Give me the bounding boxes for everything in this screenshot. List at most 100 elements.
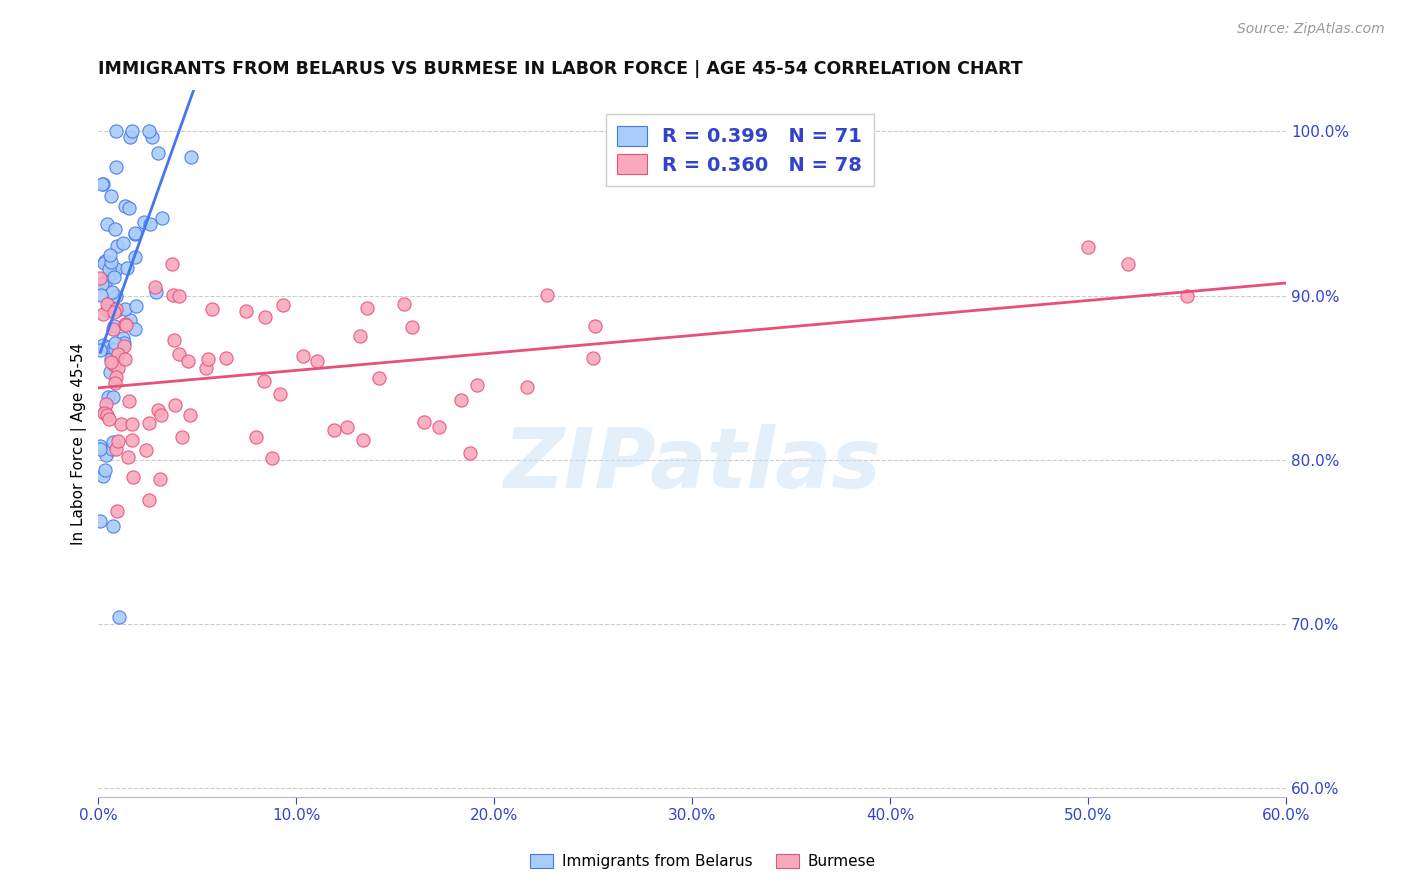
Point <box>112 235 135 250</box>
Point <box>107 361 129 376</box>
Point <box>271 298 294 312</box>
Point <box>100 355 122 369</box>
Point <box>114 302 136 317</box>
Point <box>1116 257 1139 271</box>
Point <box>235 304 257 318</box>
Point <box>93 463 115 477</box>
Point <box>121 433 143 447</box>
Point <box>336 420 359 434</box>
Point <box>292 349 315 363</box>
Point <box>118 201 141 215</box>
Point <box>98 294 121 309</box>
Point <box>118 393 141 408</box>
Point <box>96 217 118 231</box>
Point <box>349 329 371 343</box>
Point <box>94 254 117 268</box>
Point <box>90 288 112 302</box>
Point <box>100 341 122 355</box>
Point <box>162 257 184 271</box>
Point <box>146 146 169 161</box>
Point <box>94 404 117 418</box>
Point <box>125 299 148 313</box>
Point <box>124 227 146 241</box>
Point <box>101 434 124 449</box>
Point <box>93 406 115 420</box>
Point <box>201 302 224 317</box>
Point <box>427 420 450 434</box>
Point <box>98 365 121 379</box>
Point <box>412 415 434 429</box>
Text: ZIPatlas: ZIPatlas <box>503 425 882 505</box>
Point <box>138 124 160 138</box>
Point <box>103 266 125 280</box>
Point <box>98 340 121 354</box>
Point <box>89 343 111 358</box>
Point <box>105 239 128 253</box>
Point <box>114 318 136 333</box>
Point <box>180 150 202 164</box>
Point <box>112 336 135 351</box>
Point <box>305 353 328 368</box>
Point <box>197 351 219 366</box>
Point <box>170 430 193 444</box>
Point <box>103 358 125 372</box>
Point <box>115 260 138 275</box>
Point <box>356 301 378 316</box>
Point <box>124 322 146 336</box>
Point <box>516 380 538 394</box>
Point <box>149 472 172 486</box>
Point <box>536 287 558 301</box>
Point <box>262 451 284 466</box>
Point <box>114 317 136 331</box>
Point <box>89 514 111 528</box>
Point <box>100 255 122 269</box>
Point <box>112 331 135 345</box>
Point <box>89 440 111 454</box>
Point <box>101 342 124 356</box>
Point <box>98 262 121 277</box>
Point <box>145 279 167 293</box>
Point <box>465 377 488 392</box>
Point <box>194 361 217 376</box>
Point <box>105 504 128 518</box>
Point <box>460 446 482 460</box>
Point <box>134 215 156 229</box>
Point <box>93 256 115 270</box>
Point <box>368 370 391 384</box>
Point <box>117 450 139 464</box>
Point <box>401 320 423 334</box>
Point <box>96 397 118 411</box>
Text: IMMIGRANTS FROM BELARUS VS BURMESE IN LABOR FORCE | AGE 45-54 CORRELATION CHART: IMMIGRANTS FROM BELARUS VS BURMESE IN LA… <box>98 60 1024 78</box>
Point <box>96 408 118 422</box>
Point <box>141 129 163 144</box>
Point <box>104 369 127 384</box>
Point <box>96 302 118 317</box>
Text: Source: ZipAtlas.com: Source: ZipAtlas.com <box>1237 22 1385 37</box>
Point <box>101 285 124 299</box>
Point <box>107 610 129 624</box>
Point <box>97 390 120 404</box>
Point <box>101 442 124 456</box>
Point <box>253 310 276 324</box>
Point <box>450 392 472 407</box>
Point <box>103 318 125 333</box>
Point <box>215 351 238 365</box>
Point <box>105 262 128 277</box>
Point <box>110 417 132 431</box>
Point <box>107 434 129 448</box>
Point <box>105 303 128 318</box>
Point <box>150 211 173 225</box>
Point <box>89 442 111 457</box>
Point <box>582 351 605 365</box>
Point <box>105 124 128 138</box>
Point <box>90 277 112 292</box>
Point <box>269 387 291 401</box>
Point <box>91 177 114 191</box>
Point <box>163 333 186 347</box>
Point <box>104 342 127 356</box>
Point <box>91 338 114 352</box>
Point <box>120 130 142 145</box>
Y-axis label: In Labor Force | Age 45-54: In Labor Force | Age 45-54 <box>72 343 87 545</box>
Legend: R = 0.399   N = 71, R = 0.360   N = 78: R = 0.399 N = 71, R = 0.360 N = 78 <box>606 114 873 186</box>
Point <box>98 411 121 425</box>
